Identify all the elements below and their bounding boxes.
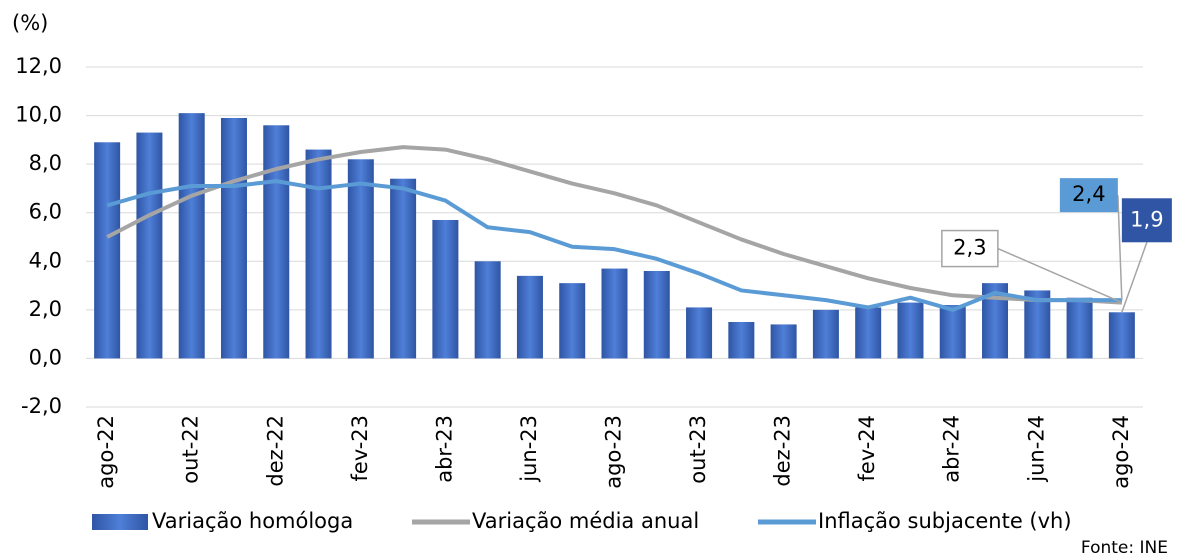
data-label: 2,3 bbox=[953, 236, 986, 260]
y-axis-label: (%) bbox=[12, 11, 48, 35]
bar bbox=[516, 275, 543, 359]
annotation-box bbox=[1121, 198, 1172, 243]
annotation-box bbox=[1059, 178, 1118, 213]
y-tick-label: 10,0 bbox=[15, 103, 62, 127]
leader-line bbox=[997, 247, 1123, 304]
legend-label: Variação média anual bbox=[472, 509, 699, 533]
bar bbox=[220, 118, 247, 359]
line bbox=[106, 145, 1122, 305]
legend-swatch bbox=[92, 514, 148, 530]
legend-label: Inflação subjacente (vh) bbox=[818, 509, 1072, 533]
bar bbox=[770, 324, 797, 359]
x-tick-label: ago-22 bbox=[94, 415, 118, 489]
x-tick-label: jun-23 bbox=[517, 415, 541, 483]
y-tick-label: -2,0 bbox=[21, 394, 62, 418]
y-tick-label: 0,0 bbox=[29, 345, 62, 369]
leader-line bbox=[1117, 195, 1123, 301]
bar bbox=[728, 322, 755, 359]
x-tick-label: fev-24 bbox=[855, 415, 879, 481]
x-tick-label: fev-23 bbox=[348, 415, 372, 481]
data-label: 1,9 bbox=[1130, 207, 1163, 231]
bar bbox=[432, 220, 459, 359]
bar bbox=[390, 178, 417, 359]
data-label: 2,4 bbox=[1072, 182, 1105, 206]
bar bbox=[474, 261, 501, 359]
y-tick-label: 8,0 bbox=[29, 151, 62, 175]
y-tick-label: 6,0 bbox=[29, 200, 62, 224]
x-tick-label: dez-22 bbox=[263, 415, 287, 487]
bar bbox=[1108, 312, 1135, 359]
bar bbox=[347, 159, 374, 359]
source: Fonte: INE bbox=[1081, 538, 1168, 558]
x-tick-label: jun-24 bbox=[1024, 415, 1048, 483]
bar bbox=[94, 142, 121, 359]
x-tick-label: ago-23 bbox=[602, 415, 626, 489]
bar bbox=[601, 268, 628, 359]
bar bbox=[1066, 297, 1093, 359]
y-tick-label: 12,0 bbox=[15, 54, 62, 78]
x-tick-label: abr-24 bbox=[940, 415, 964, 483]
x-tick-label: out-23 bbox=[686, 415, 710, 484]
x-tick-label: dez-23 bbox=[771, 415, 795, 487]
bar bbox=[178, 113, 205, 359]
leader-line bbox=[1121, 242, 1148, 313]
bar bbox=[686, 307, 713, 359]
bar bbox=[643, 271, 670, 359]
bar bbox=[559, 283, 586, 359]
x-tick-label: ago-24 bbox=[1109, 415, 1133, 489]
bar bbox=[897, 302, 924, 359]
bar bbox=[812, 309, 839, 359]
y-tick-label: 4,0 bbox=[29, 248, 62, 272]
bar bbox=[305, 149, 332, 359]
x-tick-label: out-22 bbox=[179, 415, 203, 484]
legend-label: Variação homóloga bbox=[152, 509, 353, 533]
x-tick-label: abr-23 bbox=[432, 415, 456, 483]
bar bbox=[136, 132, 163, 359]
line bbox=[106, 179, 1122, 312]
annotation-box bbox=[941, 229, 999, 268]
y-tick-label: 2,0 bbox=[29, 297, 62, 321]
bar bbox=[855, 307, 882, 359]
bar bbox=[939, 305, 966, 359]
bar bbox=[263, 125, 290, 359]
